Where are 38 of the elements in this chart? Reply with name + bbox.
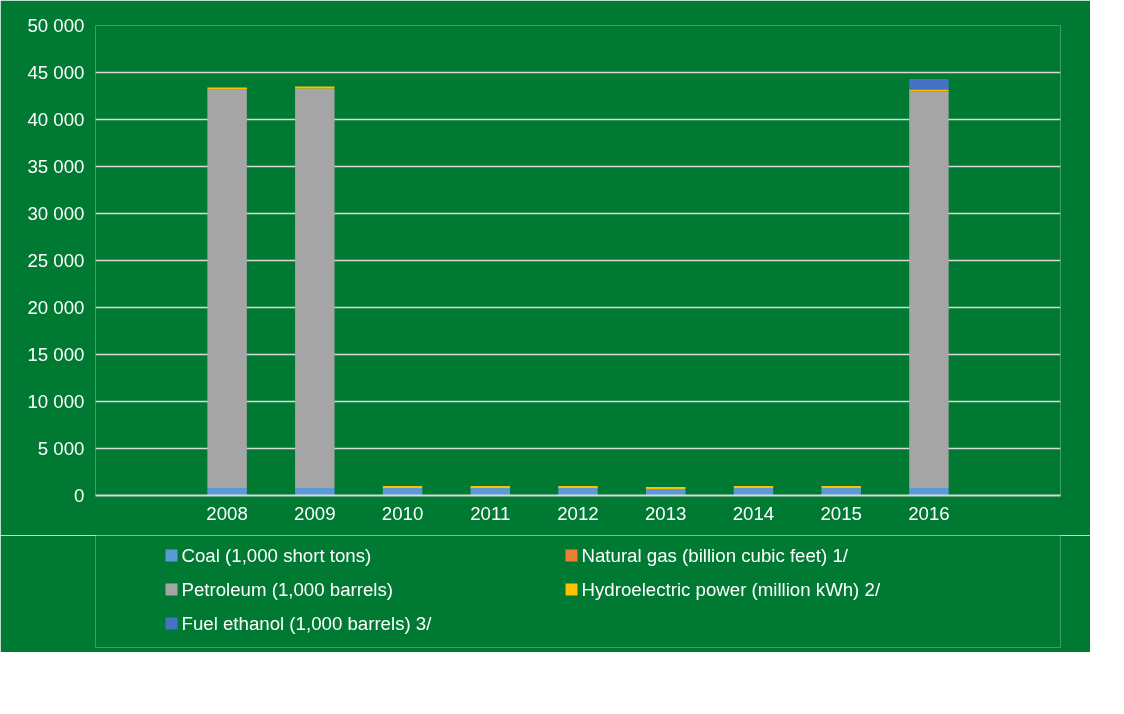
y-tick-label: 45 000 (27, 62, 85, 83)
x-tick-label: 2011 (470, 502, 511, 524)
y-tick-label: 50 000 (27, 15, 85, 36)
bar (733, 487, 774, 496)
bar (909, 91, 949, 488)
bar (470, 487, 511, 496)
bar (909, 487, 949, 496)
x-tick-label: 2009 (294, 502, 336, 524)
bar (207, 89, 247, 488)
legend-label: Coal (1,000 short tons) (181, 545, 372, 566)
y-tick-label: 25 000 (27, 250, 85, 271)
y-tick-label: 20 000 (27, 297, 85, 318)
y-tick-label: 0 (74, 485, 85, 506)
y-tick-label: 35 000 (27, 156, 85, 177)
x-tick-label: 2010 (381, 502, 424, 524)
bar (909, 79, 949, 90)
x-tick-label: 2008 (206, 502, 248, 524)
x-tick-label: 2013 (644, 502, 687, 524)
bar (295, 487, 335, 496)
y-tick-label: 40 000 (27, 109, 85, 130)
bar (295, 88, 335, 488)
bar (645, 488, 686, 496)
legend-label: Petroleum (1,000 barrels) (181, 579, 394, 600)
x-tick-label: 2016 (908, 502, 950, 524)
x-tick-label: 2015 (820, 502, 862, 524)
legend-label: Fuel ethanol (1,000 barrels) 3/ (181, 613, 433, 634)
y-tick-label: 5 000 (37, 438, 85, 459)
x-tick-label: 2014 (732, 502, 775, 524)
bar (558, 487, 598, 496)
x-tick-label: 2012 (557, 502, 599, 524)
legend-label: Natural gas (billion cubic feet) 1/ (581, 545, 849, 566)
y-tick-label: 30 000 (27, 203, 85, 224)
legend-label: Hydroelectric power (million kWh) 2/ (581, 579, 881, 600)
y-tick-label: 15 000 (27, 344, 85, 365)
bar (821, 487, 861, 496)
bar (207, 487, 247, 496)
bar (382, 487, 423, 496)
y-tick-label: 10 000 (27, 391, 85, 412)
